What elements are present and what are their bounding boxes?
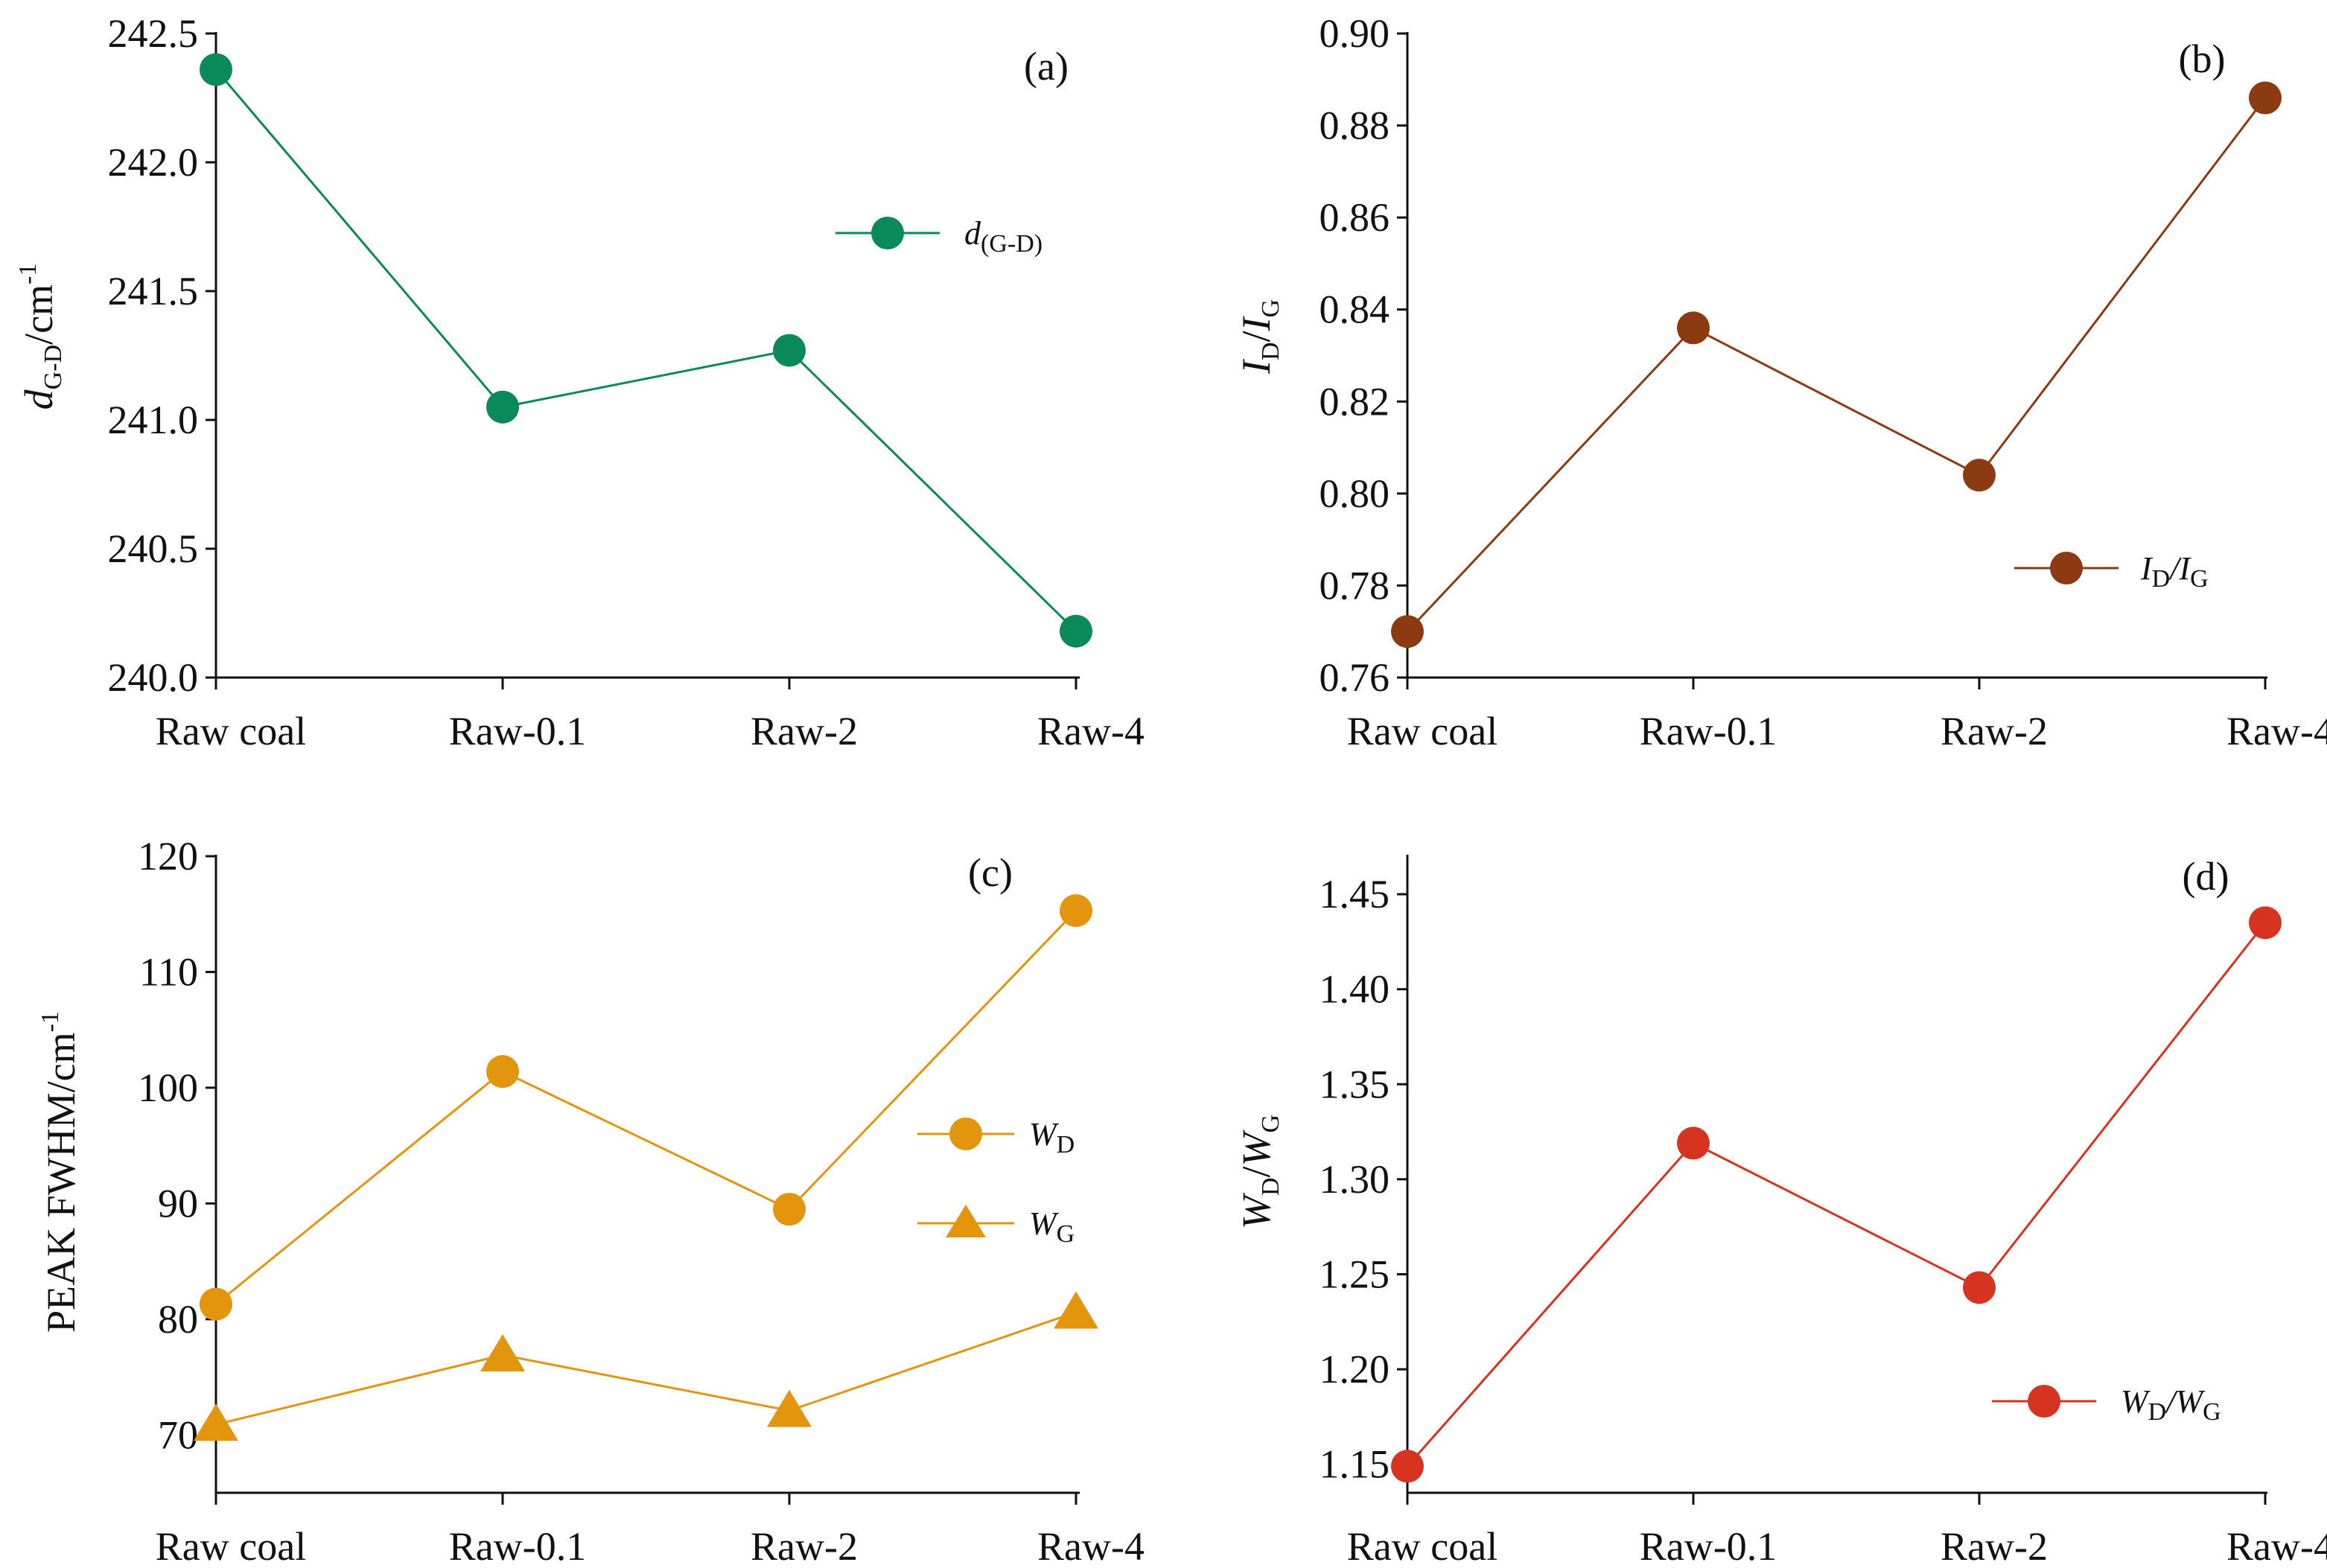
panel-d-legend-label: WD/WG	[2121, 1383, 2221, 1426]
panel-d-label: (d)	[2183, 854, 2229, 899]
panel-d-x-tick-label: Raw-4	[2226, 1524, 2327, 1568]
panel-d-data-point	[1391, 1450, 1424, 1483]
panel-d-y-tick-label: 1.40	[1320, 967, 1390, 1012]
panel-c-y-tick-label: 90	[158, 1181, 198, 1226]
panel-d-x-tick-label: Raw coal	[1347, 1524, 1497, 1568]
panel-a-series-line-0	[214, 68, 1077, 632]
panel-a-y-axis-title: dG-D/cm-1	[14, 264, 67, 410]
panel-d-x-tick-label: Raw-2	[1941, 1524, 2048, 1568]
panel-a-data-point	[773, 334, 806, 367]
panel-d-x-tick-label: Raw-0.1	[1640, 1524, 1777, 1568]
panel-d-y-tick-label: 1.25	[1320, 1252, 1390, 1296]
panel-d-data-point	[1677, 1126, 1710, 1160]
panel-b-x-tick-label: Raw-4	[2226, 709, 2327, 753]
panel-d-y-axis-title: WD/WG	[1234, 1115, 1285, 1229]
panel-b-y-tick-label: 0.84	[1320, 287, 1390, 332]
panel-b-data-point	[2249, 81, 2282, 115]
panel-c-data-point	[200, 1287, 232, 1321]
panel-a-data-point	[486, 390, 519, 424]
panel-c-y-tick-label: 100	[138, 1065, 198, 1110]
panel-b-y-axis-title: ID/IG	[1234, 299, 1285, 375]
panel-b-x-tick-label: Raw coal	[1347, 709, 1497, 753]
panel-c-series-line-1	[215, 1311, 1077, 1426]
panel-c-x-tick-label: Raw-4	[1037, 1524, 1145, 1568]
panel-a-x-tick-label: Raw-2	[751, 709, 858, 753]
panel-d-chart: 1.15 1.20 1.25 1.30 1.35 1.40 1.45 Raw coal Raw-…	[1234, 854, 2327, 1568]
panel-c-legend-label-wg: WG	[1029, 1205, 1075, 1248]
panel-d-y-tick-label: 1.35	[1320, 1062, 1390, 1106]
panel-a-x-tick-label: Raw-4	[1037, 709, 1145, 753]
panel-a-y-tick-label: 242.0	[108, 140, 199, 185]
panel-a-x-tick-label: Raw coal	[156, 709, 306, 753]
panel-b-data-point	[1963, 459, 1996, 492]
panel-c-data-point	[480, 1334, 525, 1372]
panel-b-y-tick-label: 0.82	[1320, 379, 1390, 424]
panel-d-data-point	[2249, 906, 2282, 940]
panel-c-data-point	[194, 1403, 238, 1441]
panel-a-data-point	[200, 53, 232, 86]
panel-c-series-line-0	[215, 910, 1077, 1305]
panel-b-x-tick-label: Raw-2	[1941, 709, 2048, 753]
panel-c-y-tick-label: 120	[138, 834, 198, 879]
panel-d-data-point	[1963, 1271, 1996, 1304]
panel-d-y-tick-label: 1.30	[1320, 1157, 1390, 1202]
panel-d-y-tick-label: 1.45	[1320, 872, 1390, 917]
panel-b-data-point	[1677, 311, 1710, 345]
panel-d-legend: WD/WG	[1992, 1383, 2221, 1426]
panel-a-y-tick-label: 242.5	[108, 11, 199, 56]
panel-d-y-tick-label: 1.20	[1320, 1347, 1390, 1392]
panel-c-legend-label-wd: WD	[1029, 1116, 1075, 1159]
panel-c-y-tick-label: 70	[158, 1412, 198, 1457]
panel-a-chart: 240.0 240.5 241.0 241.5 242.0 242.5 Raw coal Ra…	[14, 11, 1145, 753]
panel-a-y-tick-label: 240.0	[108, 655, 199, 700]
panel-b-y-tick-label: 0.76	[1320, 655, 1390, 700]
panel-c-x-tick-label: Raw-0.1	[449, 1524, 586, 1568]
panel-b-y-tick-label: 0.80	[1320, 471, 1390, 516]
panel-a-y-tick-label: 240.5	[108, 526, 199, 571]
panel-c-y-tick-label: 80	[158, 1297, 198, 1342]
panel-c-x-tick-label: Raw coal	[156, 1524, 306, 1568]
panel-c-data-point	[1060, 894, 1092, 928]
panel-a-data-point	[1060, 614, 1092, 648]
panel-c-data-point	[773, 1193, 806, 1226]
panel-b-series-line-0	[1406, 97, 2267, 633]
panel-b-y-tick-label: 0.78	[1320, 563, 1390, 608]
panel-c-x-tick-label: Raw-2	[751, 1524, 858, 1568]
panel-c-data-point	[767, 1389, 812, 1427]
panel-c-data-point	[486, 1055, 519, 1089]
panel-b-data-point	[1391, 615, 1424, 648]
panel-a-label: (a)	[1024, 44, 1069, 89]
panel-b-y-tick-label: 0.86	[1320, 195, 1390, 240]
panel-a-legend-label: d(G-D)	[964, 215, 1042, 258]
panel-d-series-line-0	[1406, 922, 2267, 1467]
panel-b-label: (b)	[2179, 36, 2226, 81]
panel-b-y-tick-label: 0.88	[1320, 103, 1390, 148]
panel-b-x-tick-label: Raw-0.1	[1640, 709, 1777, 753]
panel-a-legend: d(G-D)	[835, 215, 1042, 258]
panel-a-x-tick-label: Raw-0.1	[449, 709, 586, 753]
panel-c-y-axis-title: PEAK FWHM/cm-1	[36, 1011, 83, 1333]
panel-a-y-tick-label: 241.5	[108, 269, 199, 313]
panel-a-y-tick-label: 241.0	[108, 398, 199, 442]
panel-b-legend: ID/IG	[2014, 550, 2209, 593]
panel-b-legend-label: ID/IG	[2140, 550, 2209, 593]
panel-b-chart: 0.76 0.78 0.80 0.82 0.84 0.86 0.88 0.90 Raw coal…	[1234, 11, 2327, 753]
panel-c-legend: WD WG	[917, 1116, 1075, 1248]
panel-c-y-tick-label: 110	[139, 949, 198, 994]
panel-b-y-tick-label: 0.90	[1320, 11, 1390, 56]
panel-d-y-tick-label: 1.15	[1320, 1442, 1390, 1487]
panel-c-data-point	[1054, 1291, 1098, 1329]
panel-c-label: (c)	[968, 850, 1013, 895]
panel-c-chart: 70 80 90 100 110 120 Raw coal Raw-0.1 Raw-2 Raw-4…	[36, 834, 1145, 1568]
